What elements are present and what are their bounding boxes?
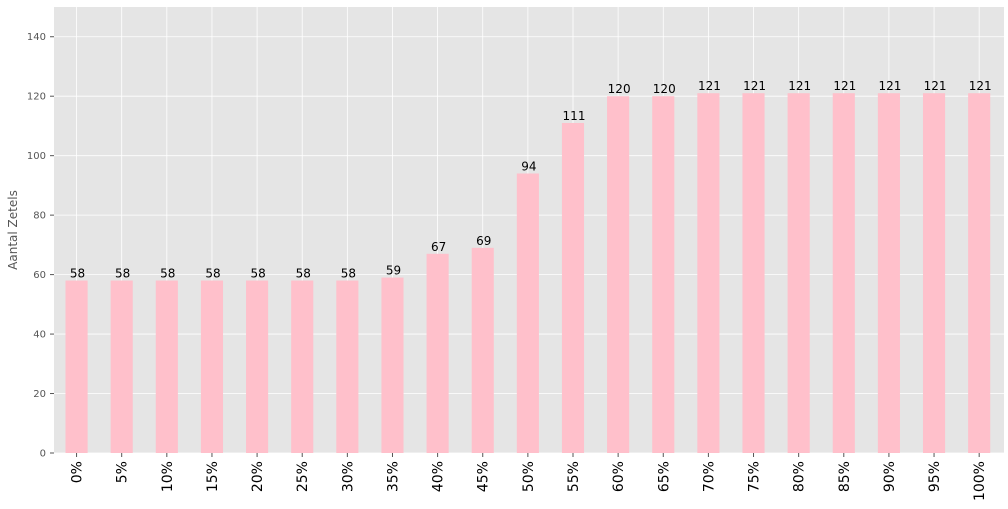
data-label: 121 (788, 79, 811, 93)
data-label: 121 (698, 79, 721, 93)
bar (697, 93, 720, 453)
x-tick-label: 70% (701, 461, 717, 492)
x-tick-label: 85% (837, 461, 853, 492)
x-tick-label: 60% (611, 461, 627, 492)
bar (832, 93, 855, 453)
x-tick-label: 25% (295, 461, 311, 492)
data-label: 59 (386, 264, 401, 278)
data-label: 111 (563, 109, 586, 123)
y-tick-label: 0 (40, 449, 46, 460)
bar (110, 280, 133, 453)
x-tick-label: 75% (747, 461, 763, 492)
x-tick-label: 100% (972, 461, 988, 501)
data-label: 67 (431, 240, 446, 254)
bar (877, 93, 900, 453)
bar (155, 280, 178, 453)
data-label: 120 (653, 82, 676, 96)
x-tick-label: 20% (250, 461, 266, 492)
y-axis-ticks: 0 20 40 60 80 100 120 140 (27, 32, 54, 460)
data-label: 58 (70, 267, 85, 281)
data-label: 121 (743, 79, 766, 93)
bar (652, 96, 675, 453)
data-label: 58 (160, 267, 175, 281)
data-label: 121 (878, 79, 901, 93)
bar (65, 280, 88, 453)
x-tick-label: 95% (927, 461, 943, 492)
y-axis-label: Aantal Zetels (6, 190, 20, 270)
x-tick-label: 80% (792, 461, 808, 492)
data-label: 58 (296, 267, 311, 281)
x-tick-label: 0% (70, 461, 86, 483)
bar (607, 96, 630, 453)
bar (516, 173, 539, 454)
data-label: 58 (250, 267, 265, 281)
data-labels: 58 58 58 58 58 58 58 59 67 69 94 111 120 120 121 121 121… (70, 79, 992, 280)
data-label: 120 (608, 82, 631, 96)
bar (291, 280, 314, 453)
y-tick-label: 120 (27, 92, 46, 103)
bar (471, 247, 494, 453)
x-tick-label: 45% (476, 461, 492, 492)
x-tick-label: 40% (431, 461, 447, 492)
bars (65, 93, 991, 454)
data-label: 121 (969, 79, 992, 93)
y-tick-label: 60 (33, 270, 46, 281)
data-label: 58 (341, 267, 356, 281)
x-tick-label: 30% (340, 461, 356, 492)
data-label: 58 (115, 267, 130, 281)
x-axis-ticks: 0% 5% 10% 15% 20% 25% 30% 35% 40% 45% 50% 55% 60% 65%… (70, 453, 988, 501)
bar (922, 93, 946, 453)
y-tick-label: 100 (27, 151, 46, 162)
x-tick-label: 50% (521, 461, 537, 492)
x-tick-label: 5% (115, 461, 131, 483)
x-tick-label: 35% (385, 461, 401, 492)
bar (200, 280, 224, 453)
bar (426, 253, 449, 453)
x-tick-label: 65% (656, 461, 672, 492)
y-tick-label: 80 (33, 211, 46, 222)
y-tick-label: 140 (27, 32, 46, 43)
bar (742, 93, 765, 453)
data-label: 121 (924, 79, 947, 93)
data-label: 121 (833, 79, 856, 93)
bar (561, 122, 585, 454)
data-label: 94 (521, 160, 536, 174)
bar (968, 93, 991, 453)
x-tick-label: 15% (205, 461, 221, 492)
x-tick-label: 55% (566, 461, 582, 492)
x-tick-label: 10% (160, 461, 176, 492)
y-tick-label: 20 (33, 389, 46, 400)
data-label: 58 (205, 267, 220, 281)
y-tick-label: 40 (33, 330, 46, 341)
data-label: 69 (476, 234, 491, 248)
bar (381, 277, 404, 453)
bar (336, 280, 359, 453)
bar (787, 93, 810, 453)
bar (246, 280, 269, 453)
x-tick-label: 90% (882, 461, 898, 492)
